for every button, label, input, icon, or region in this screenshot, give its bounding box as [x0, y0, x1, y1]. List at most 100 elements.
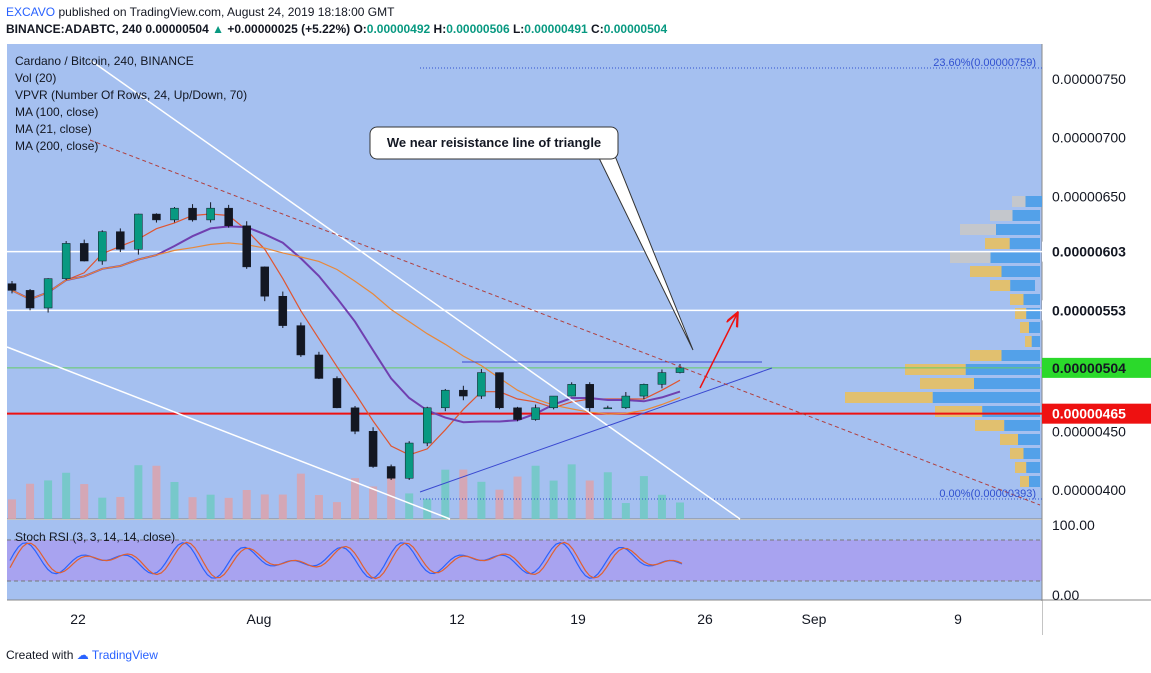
- vpvr-row-down: [950, 252, 991, 263]
- candle-up: [43, 278, 53, 309]
- volume-bar: [80, 484, 89, 519]
- volume-bar: [549, 480, 558, 519]
- stoch-band: [7, 540, 1042, 581]
- volume-bar: [603, 472, 612, 519]
- volume-bar: [296, 473, 305, 519]
- close-label: C:: [591, 22, 604, 36]
- publish-line: EXCAVO published on TradingView.com, Aug…: [6, 4, 667, 21]
- candle-up: [567, 384, 576, 397]
- volume-bar: [405, 493, 414, 519]
- stoch-tick-label: 0.00: [1052, 587, 1079, 603]
- volume-bar: [585, 480, 594, 519]
- candle-down: [278, 295, 288, 326]
- volume-bar: [260, 494, 269, 519]
- vpvr-row-down: [1000, 434, 1018, 445]
- annotation-box[interactable]: [369, 126, 619, 160]
- volume-bar: [8, 499, 16, 519]
- price-tick-label: 0.00000504: [1052, 360, 1126, 376]
- candle-up: [441, 389, 450, 409]
- candle-up: [657, 372, 667, 385]
- vpvr-row-down: [1015, 308, 1027, 319]
- volume-bar: [62, 472, 71, 519]
- volume-bar: [387, 470, 396, 519]
- vpvr-row-up: [932, 392, 1040, 403]
- volume-bar: [242, 489, 251, 519]
- volume-bar: [170, 481, 179, 519]
- close-value: 0.00000504: [603, 22, 668, 36]
- vpvr-row-down: [1010, 294, 1024, 305]
- candle-up: [404, 442, 414, 479]
- volume-bar: [188, 497, 197, 519]
- vpvr-row-up: [1025, 196, 1042, 207]
- published-text: published on TradingView.com, August 24,…: [58, 5, 395, 19]
- dashed-triangle-line: [89, 139, 1041, 506]
- candle-down: [513, 407, 522, 420]
- vpvr-row-up: [990, 252, 1040, 263]
- candles: [7, 202, 685, 480]
- volume-bar: [531, 465, 540, 519]
- tradingview-logo-icon: ☁: [76, 648, 89, 662]
- publisher-name[interactable]: EXCAVO: [6, 5, 56, 19]
- legend-item-ma21[interactable]: MA (21, close): [15, 122, 92, 136]
- low-value: 0.00000491: [524, 22, 588, 36]
- candle-up: [621, 395, 631, 409]
- price-label-bg: [1042, 300, 1151, 321]
- volume-bar: [134, 465, 143, 519]
- volume-bar: [98, 497, 107, 519]
- legend-item-ma200[interactable]: MA (200, close): [15, 139, 99, 153]
- created-with-text: Created with: [6, 648, 74, 662]
- vpvr-row-up: [1009, 238, 1040, 249]
- volume-bar: [278, 494, 287, 519]
- legend-item-vpvr[interactable]: VPVR (Number Of Rows, 24, Up/Down, 70): [15, 88, 248, 102]
- vpvr-row-down: [970, 350, 1002, 361]
- ma200-line: [11, 242, 681, 415]
- price-tick-label: 0.00000750: [1052, 71, 1126, 87]
- candle-up: [675, 367, 685, 373]
- legend-item-vol[interactable]: Vol (20): [15, 71, 57, 85]
- volume-bar: [44, 480, 53, 519]
- high-value: 0.00000506: [446, 22, 510, 36]
- volume-bar: [477, 481, 486, 519]
- trendlines: [6, 59, 1041, 520]
- volume-bar: [459, 469, 468, 519]
- vpvr-row-down: [920, 378, 974, 389]
- volume-bar: [351, 478, 360, 519]
- vpvr-row-down: [1012, 196, 1026, 207]
- candle-up: [549, 395, 558, 409]
- volume-bar: [621, 503, 630, 519]
- price-tick-label: 0.00000400: [1052, 482, 1126, 498]
- volume-bar: [441, 469, 450, 519]
- vpvr-row-down: [1015, 462, 1027, 473]
- vpvr-row-up: [1029, 476, 1040, 487]
- time-tick-label: 12: [449, 611, 465, 627]
- candle-up: [639, 384, 649, 397]
- candle-up: [603, 407, 613, 410]
- vpvr-row-down: [905, 364, 966, 375]
- vpvr-row-up: [1026, 308, 1040, 319]
- volume-bar: [513, 476, 522, 519]
- volume-bars: [8, 464, 684, 519]
- candle-down: [314, 354, 324, 379]
- header: EXCAVO published on TradingView.com, Aug…: [6, 4, 667, 38]
- annotation-text: We near reisistance line of triangle: [387, 135, 601, 150]
- vpvr-row-up: [974, 378, 1040, 389]
- candle-up: [170, 207, 179, 221]
- candle-down: [296, 325, 306, 356]
- legend-title: Cardano / Bitcoin, 240, BINANCE: [15, 54, 194, 68]
- horizontal-levels: [7, 67, 1042, 500]
- vpvr-row-down: [935, 406, 983, 417]
- candle-up: [134, 213, 143, 250]
- upper-white-trendline: [89, 59, 741, 520]
- volume-bar: [639, 476, 648, 519]
- candle-down: [116, 231, 125, 250]
- candle-up: [61, 243, 71, 279]
- volume-bar: [657, 494, 666, 519]
- vpvr-row-up: [1029, 322, 1040, 333]
- stoch-tick-label: 100.00: [1052, 517, 1095, 533]
- price-tick-label: 0.00000650: [1052, 188, 1126, 204]
- price-axis[interactable]: [1042, 44, 1151, 600]
- time-axis[interactable]: [7, 601, 1042, 635]
- tradingview-brand[interactable]: TradingView: [91, 648, 158, 662]
- volume-bar: [224, 497, 233, 519]
- legend-item-ma100[interactable]: MA (100, close): [15, 105, 99, 119]
